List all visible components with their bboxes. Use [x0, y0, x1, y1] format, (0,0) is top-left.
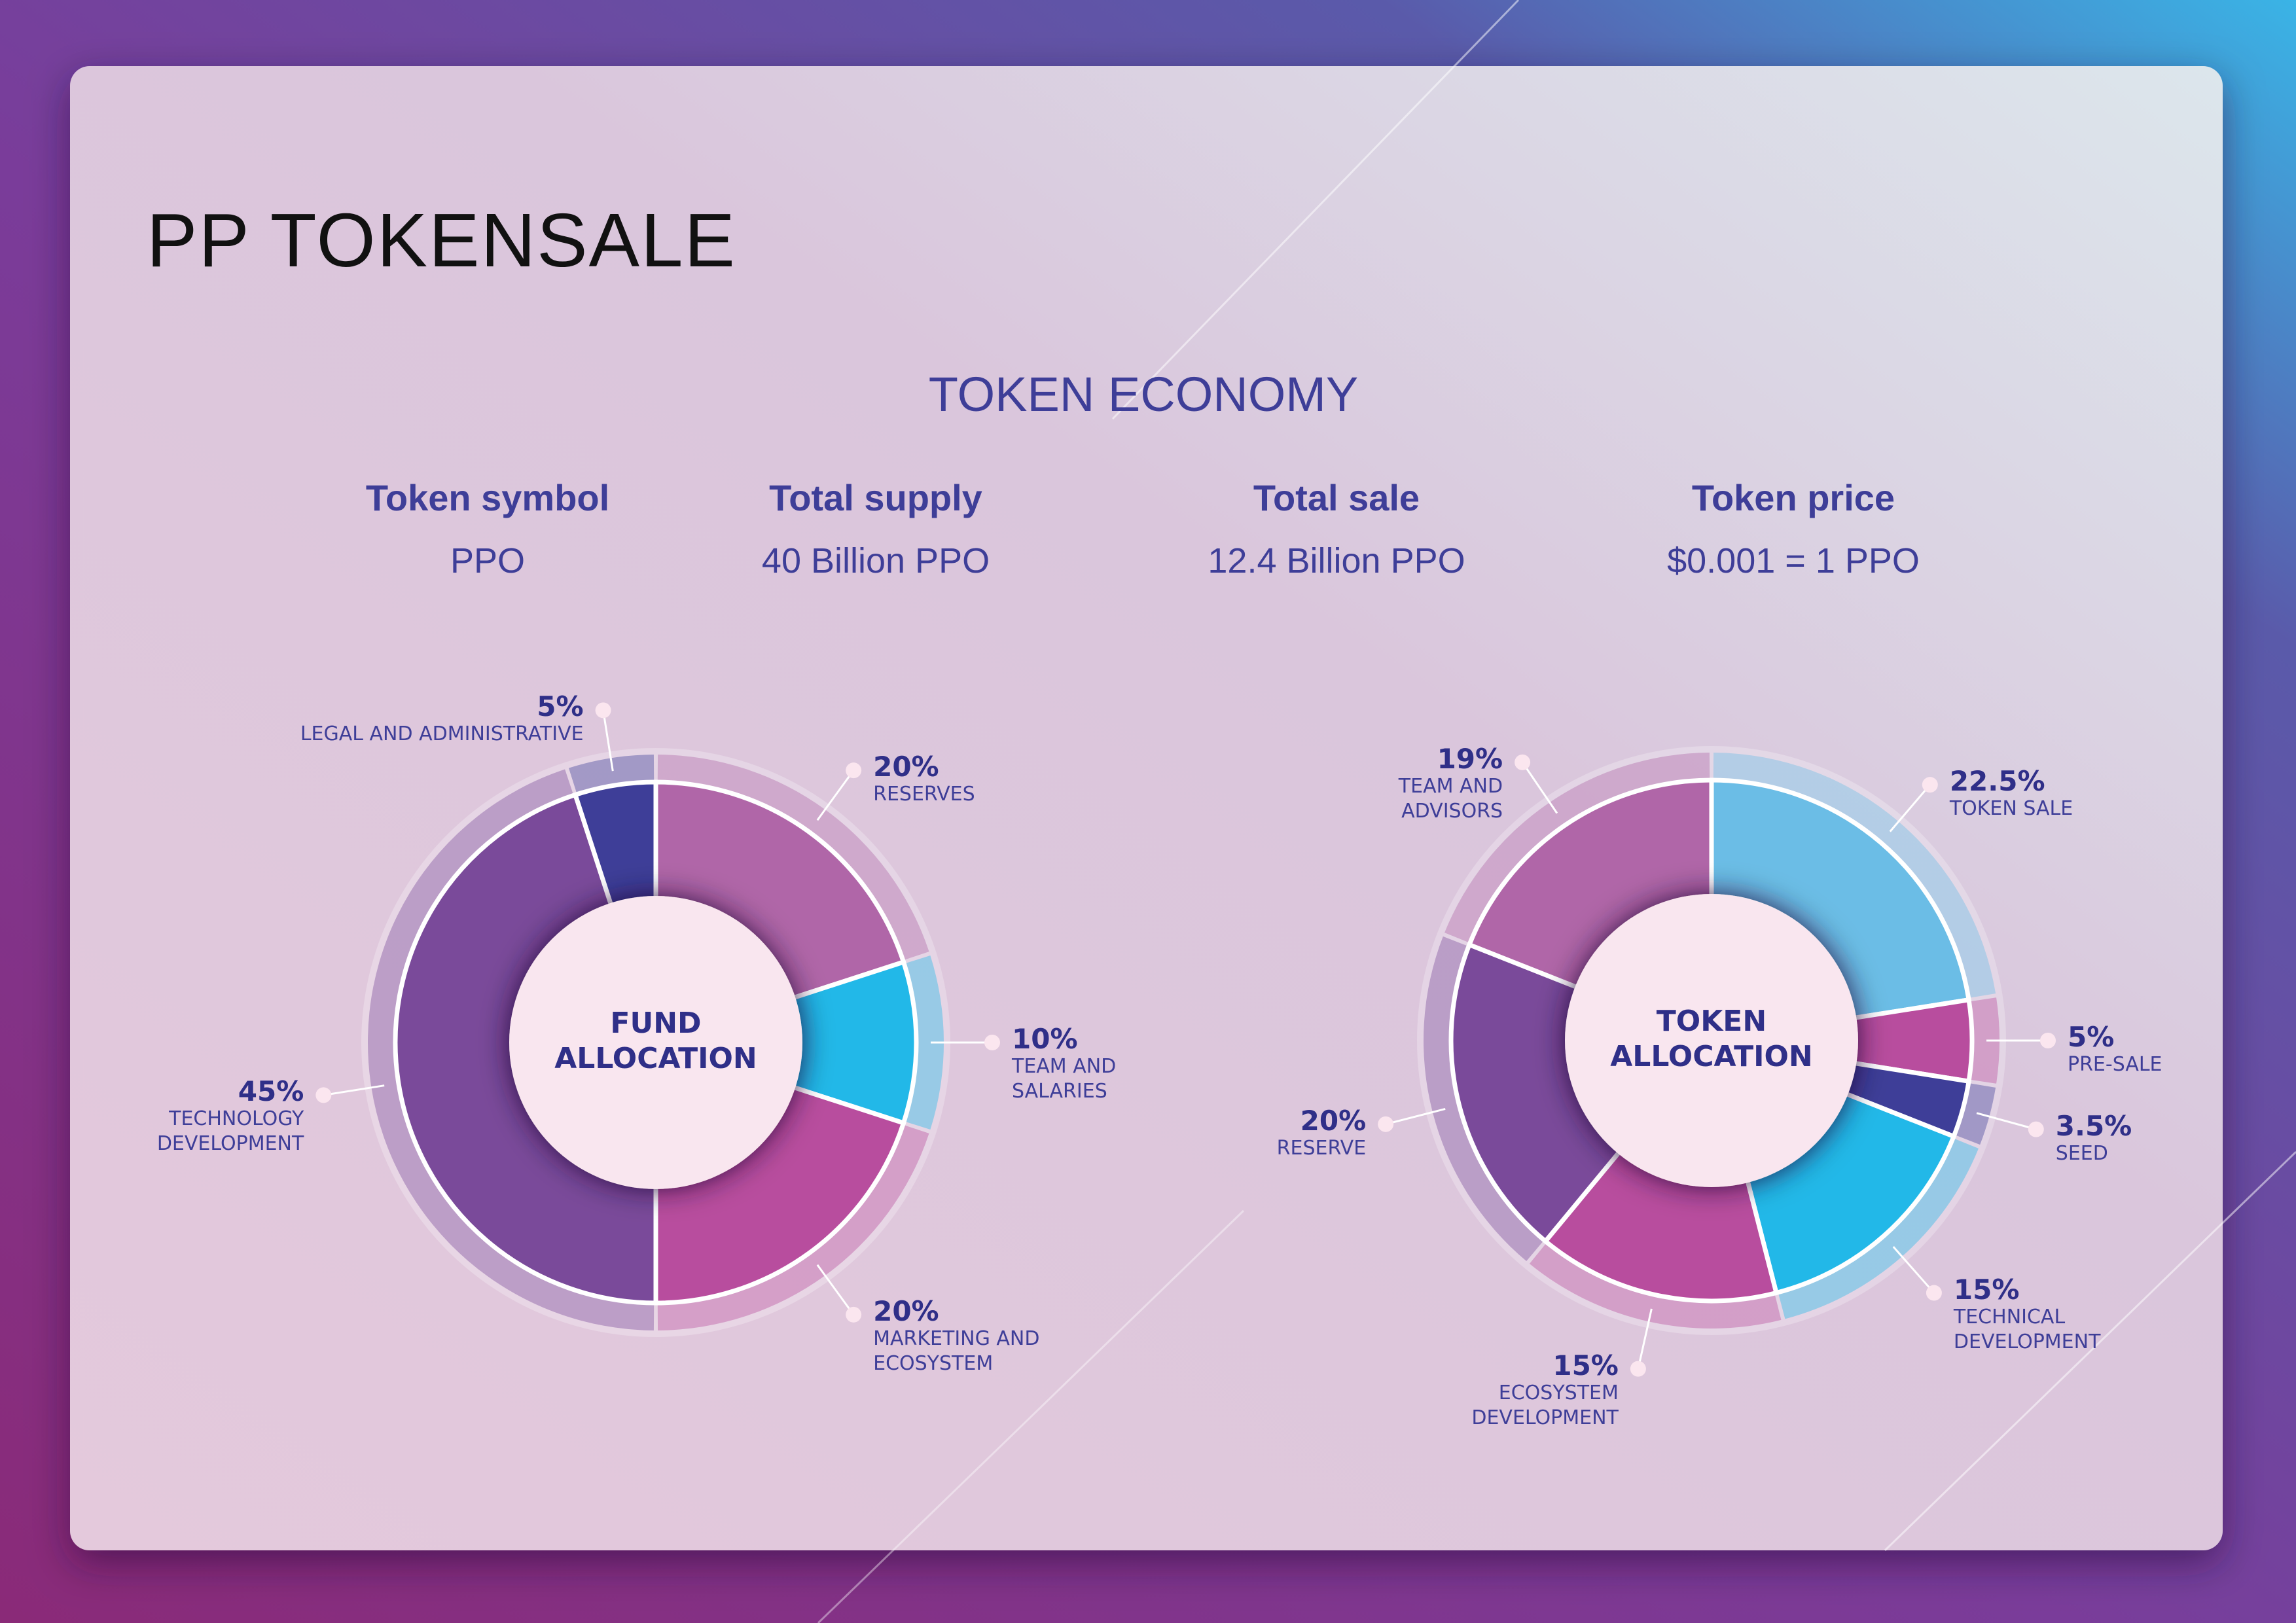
card	[70, 66, 2223, 1550]
outer-band	[657, 1124, 929, 1330]
outer-band	[568, 755, 655, 794]
category-label: TECHNICAL DEVELOPMENT	[1953, 1305, 2101, 1353]
label-dot	[2040, 1033, 2056, 1048]
info-value: PPO	[450, 541, 526, 580]
category-label: LEGAL AND ADMINISTRATIVE	[300, 722, 584, 746]
label-dot	[1922, 777, 1938, 793]
category-label: SEED	[2055, 1141, 2108, 1165]
value-label: 3.5%	[2055, 1109, 2132, 1142]
decor-line	[1111, 0, 1520, 420]
value-label: 15%	[1953, 1273, 2020, 1306]
outer-band	[657, 755, 929, 961]
chart-title: FUND ALLOCATION	[554, 1007, 757, 1075]
label-dot	[1515, 754, 1531, 770]
label-dot	[595, 702, 611, 719]
info-value: $0.001 = 1 PPO	[1667, 541, 1920, 580]
category-label: RESERVES	[873, 783, 975, 806]
leader-line	[1385, 1107, 1446, 1126]
info-label: Total sale	[1253, 477, 1420, 518]
label-dot	[1630, 1361, 1646, 1377]
outer-band	[1713, 753, 1996, 998]
value-label: 15%	[1552, 1349, 1619, 1382]
category-label: ECOSYSTEM DEVELOPMENT	[1471, 1381, 1619, 1429]
label-dot	[2028, 1121, 2044, 1137]
leader-line	[816, 1264, 855, 1315]
info-label: Token price	[1691, 477, 1895, 518]
category-label: TECHNOLOGY DEVELOPMENT	[156, 1107, 304, 1156]
charts	[315, 702, 2056, 1377]
value-label: 45%	[238, 1075, 304, 1108]
info-value: 12.4 Billion PPO	[1208, 541, 1465, 580]
leader-line	[1892, 1246, 1935, 1294]
leader-line	[602, 710, 614, 772]
value-label: 19%	[1437, 742, 1503, 775]
label-dot	[1926, 1285, 1942, 1301]
outer-band	[1954, 1083, 1996, 1145]
value-label: 5%	[2068, 1021, 2115, 1053]
category-label: TEAM AND SALARIES	[1012, 1055, 1117, 1103]
leader-line	[1521, 762, 1558, 814]
leader-line	[816, 770, 855, 821]
value-label: 20%	[873, 751, 939, 783]
leader-line	[1976, 1112, 2037, 1131]
outer-band	[1969, 997, 2000, 1084]
leader-line	[1637, 1308, 1653, 1369]
outer-band	[1444, 753, 1710, 943]
outer-band	[1423, 936, 1545, 1262]
label-dot	[846, 762, 862, 779]
category-label: MARKETING AND ECOSYSTEM	[873, 1327, 1040, 1375]
label-dot	[846, 1306, 862, 1323]
category-label: TOKEN SALE	[1949, 797, 2073, 821]
value-label: 5%	[537, 690, 584, 723]
value-label: 20%	[873, 1294, 939, 1327]
category-label: RESERVE	[1276, 1136, 1367, 1160]
category-label: TEAM AND ADVISORS	[1398, 774, 1503, 823]
info-value: 40 Billion PPO	[761, 541, 990, 580]
decor-line	[817, 1209, 1245, 1623]
page-title: PP TOKENSALE	[147, 198, 736, 283]
chart-title: TOKEN ALLOCATION	[1610, 1005, 1813, 1073]
info-label: Total supply	[769, 477, 982, 518]
decor-line	[1884, 1150, 2296, 1552]
leader-line	[1889, 784, 1931, 832]
label-dot	[315, 1087, 332, 1103]
leader-line	[323, 1084, 385, 1096]
section-title: TOKEN ECONOMY	[928, 367, 1359, 421]
info-label: Token symbol	[365, 477, 610, 518]
label-dot	[1378, 1116, 1394, 1132]
value-label: 22.5%	[1949, 765, 2045, 798]
center-disc	[509, 896, 802, 1189]
center-disc	[1565, 894, 1858, 1187]
outer-band	[1529, 1242, 1782, 1329]
value-label: 10%	[1012, 1023, 1078, 1055]
label-dot	[984, 1035, 1000, 1050]
value-label: 20%	[1300, 1104, 1367, 1137]
category-label: PRE-SALE	[2068, 1053, 2162, 1076]
